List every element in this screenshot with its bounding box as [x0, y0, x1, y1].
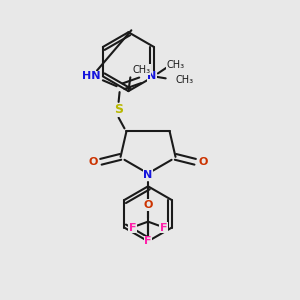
- Text: F: F: [160, 223, 167, 232]
- Text: N: N: [147, 71, 157, 81]
- Text: O: O: [198, 157, 208, 167]
- Text: O: O: [143, 200, 153, 210]
- Text: S: S: [114, 103, 123, 116]
- Text: CH₃: CH₃: [176, 75, 194, 85]
- Text: O: O: [88, 157, 98, 167]
- Text: HN: HN: [82, 71, 100, 81]
- Text: CH₃: CH₃: [132, 64, 151, 74]
- Text: N: N: [143, 169, 153, 179]
- Text: CH₃: CH₃: [167, 60, 184, 70]
- Text: F: F: [129, 223, 136, 232]
- Text: F: F: [144, 236, 152, 246]
